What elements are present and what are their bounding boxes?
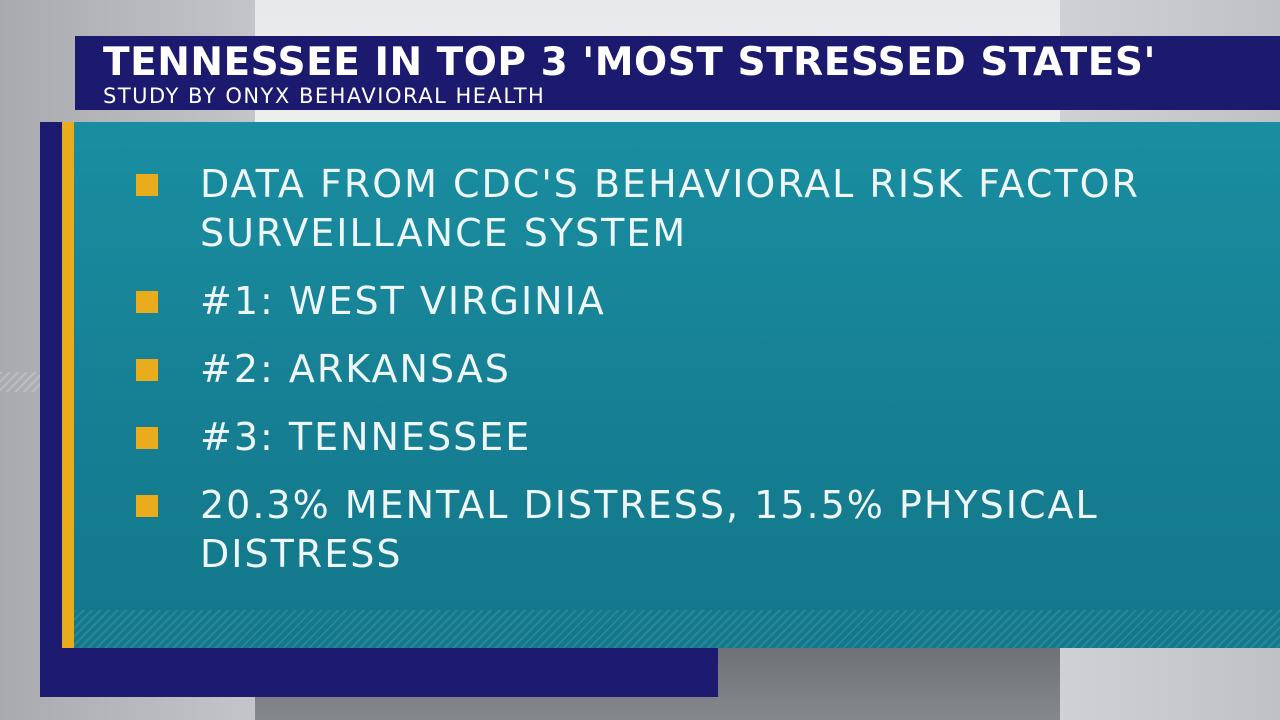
bullet-text: #2: ARKANSAS	[200, 347, 511, 391]
yellow-accent-bar	[62, 122, 74, 648]
headline-banner: TENNESSEE IN TOP 3 'MOST STRESSED STATES…	[75, 36, 1280, 110]
bullet-item-rank-1: #1: WEST VIRGINIA	[136, 277, 1266, 326]
headline-subtitle: STUDY BY ONYX BEHAVIORAL HEALTH	[103, 84, 546, 108]
headline-title: TENNESSEE IN TOP 3 'MOST STRESSED STATES…	[103, 40, 1156, 85]
bullet-text: #3: TENNESSEE	[200, 415, 532, 459]
panel-stripe-pattern	[74, 610, 1280, 648]
bullet-text: #1: WEST VIRGINIA	[200, 279, 606, 323]
square-bullet-icon	[136, 174, 158, 196]
bullet-item-rank-2: #2: ARKANSAS	[136, 345, 1266, 394]
bullet-item-distress-stats: 20.3% MENTAL DISTRESS, 15.5% PHYSICAL DI…	[136, 481, 1266, 579]
bullet-list: DATA FROM CDC'S BEHAVIORAL RISK FACTOR S…	[136, 160, 1266, 598]
bullet-item-data-source: DATA FROM CDC'S BEHAVIORAL RISK FACTOR S…	[136, 160, 1266, 258]
bullet-text: 20.3% MENTAL DISTRESS, 15.5% PHYSICAL DI…	[200, 483, 1099, 576]
square-bullet-icon	[136, 359, 158, 381]
square-bullet-icon	[136, 291, 158, 313]
square-bullet-icon	[136, 495, 158, 517]
bullet-content-panel: DATA FROM CDC'S BEHAVIORAL RISK FACTOR S…	[74, 122, 1280, 648]
square-bullet-icon	[136, 427, 158, 449]
bullet-text: DATA FROM CDC'S BEHAVIORAL RISK FACTOR S…	[200, 162, 1140, 255]
bullet-item-rank-3: #3: TENNESSEE	[136, 413, 1266, 462]
